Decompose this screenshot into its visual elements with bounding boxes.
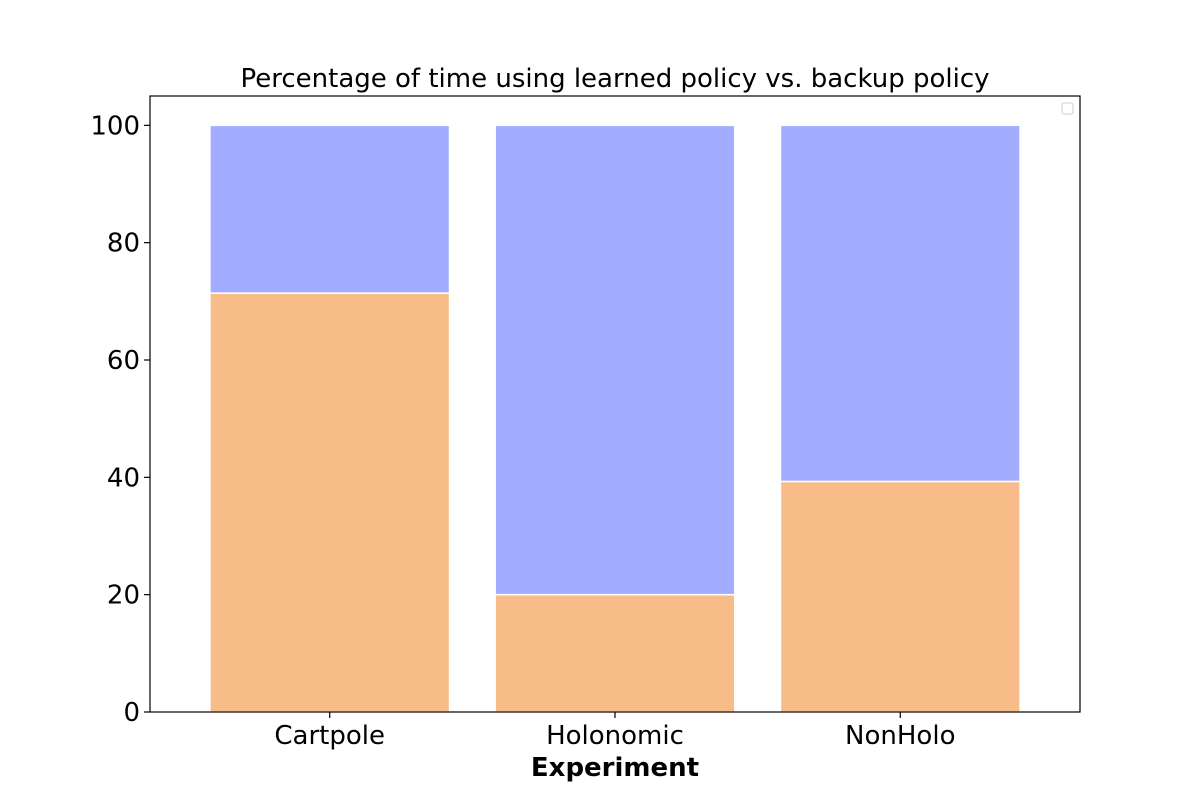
y-axis: 0 20 40 60 80 100 <box>90 111 150 728</box>
bar-nonholo-series-0 <box>779 480 1021 713</box>
chart-title: Percentage of time using learned policy … <box>240 64 989 94</box>
y-tick-label: 20 <box>107 581 140 611</box>
bar-cartpole-series-1 <box>209 124 451 294</box>
x-axis-label: Experiment <box>531 753 699 783</box>
legend-box <box>1061 102 1074 115</box>
y-tick-label: 60 <box>107 346 140 376</box>
y-tick-label: 80 <box>107 229 140 259</box>
bar-holonomic-series-0 <box>494 593 736 713</box>
y-tick-label: 0 <box>123 698 140 728</box>
x-tick-label-cartpole: Cartpole <box>274 721 385 751</box>
x-tick-label-nonholo: NonHolo <box>845 721 955 751</box>
bar-holonomic-series-1 <box>494 124 736 596</box>
bar-cartpole-series-0 <box>209 292 451 713</box>
y-tick-label: 100 <box>90 111 140 141</box>
x-axis: Cartpole Holonomic NonHolo <box>274 712 955 751</box>
x-tick-label-holonomic: Holonomic <box>546 721 684 751</box>
y-tick-label: 40 <box>107 463 140 493</box>
bars-group <box>209 124 1021 713</box>
bar-nonholo-series-1 <box>779 124 1021 483</box>
